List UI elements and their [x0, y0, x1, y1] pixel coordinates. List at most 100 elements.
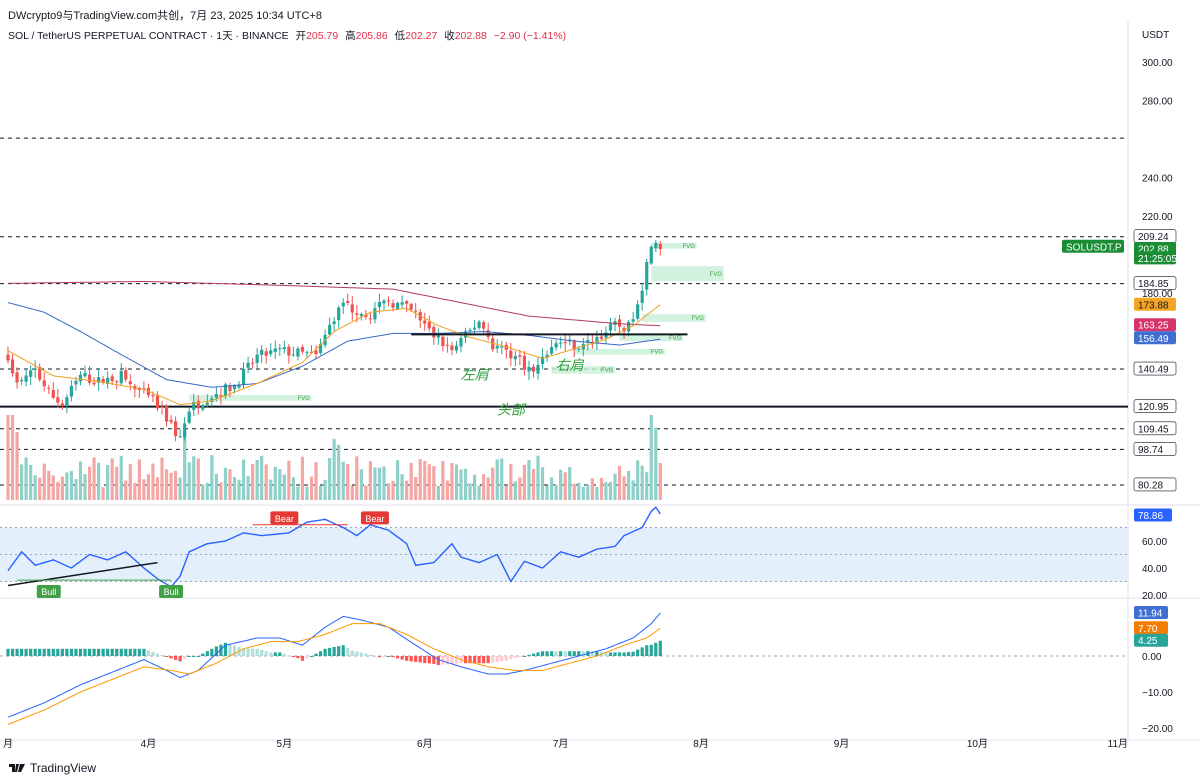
volume-bar — [10, 415, 15, 500]
volume-bar — [536, 455, 540, 500]
candle-body — [382, 300, 386, 304]
macd-histogram-bar — [178, 656, 182, 662]
volume-bar — [328, 458, 332, 500]
macd-histogram-bar — [622, 652, 626, 656]
macd-histogram-bar — [341, 645, 345, 656]
candle-body — [6, 354, 10, 361]
candle-body — [78, 374, 83, 382]
candle-body — [509, 350, 513, 359]
macd-histogram-bar — [595, 651, 599, 656]
candle-body — [228, 385, 232, 392]
macd-histogram-bar — [350, 650, 354, 656]
macd-histogram-bar — [332, 647, 336, 656]
candle-body — [251, 362, 255, 364]
open-value: 205.79 — [306, 30, 339, 42]
candle-body — [69, 386, 74, 397]
volume-bar — [15, 432, 19, 500]
macd-histogram-bar — [531, 653, 536, 656]
candle-body — [223, 384, 228, 397]
bear-label-box — [360, 511, 389, 525]
macd-histogram-bar — [550, 651, 554, 656]
candle-body — [83, 372, 87, 377]
pattern-annotation: 头部 — [497, 401, 527, 417]
candle-body — [472, 327, 477, 330]
macd-histogram-bar — [581, 651, 585, 656]
volume-bar — [414, 476, 418, 500]
candle-body — [654, 242, 658, 249]
bull-label: Bull — [164, 587, 179, 597]
volume-bar — [282, 474, 286, 500]
candle-body — [97, 377, 101, 383]
volume-bar — [368, 461, 372, 500]
macd-histogram-bar — [405, 656, 409, 661]
y-tick-label: 180.00 — [1142, 289, 1173, 300]
macd-histogram-bar — [409, 656, 413, 662]
macd-signal-line — [7, 623, 661, 725]
volume-bar — [341, 461, 345, 500]
volume-bar — [405, 480, 409, 500]
currency-label[interactable]: USDT — [1142, 30, 1170, 41]
fvg-label: FVG — [710, 272, 723, 278]
macd-histogram-bar — [19, 648, 24, 656]
candle-body — [640, 290, 644, 303]
candle-body — [482, 322, 486, 329]
candle-body — [459, 337, 463, 347]
macd-histogram-bar — [500, 656, 504, 662]
candle-body — [92, 382, 96, 385]
macd-histogram-bar — [495, 656, 499, 662]
brand-label: TradingView — [30, 761, 97, 775]
author-line: DWcrypto9与TradingView.com共创，7月 23, 2025 … — [8, 10, 322, 22]
macd-histogram-bar — [400, 656, 404, 660]
macd-histogram-bar — [318, 651, 323, 656]
volume-bar — [658, 463, 662, 500]
volume-bar — [65, 472, 69, 500]
candle-body — [527, 366, 531, 372]
candle-body — [586, 339, 590, 343]
macd-histogram-bar — [151, 651, 155, 656]
macd-tick-label: 0.00 — [1142, 652, 1162, 663]
macd-histogram-bar — [314, 653, 318, 656]
tradingview-brand[interactable]: TradingView — [8, 761, 96, 775]
rsi-trendline — [7, 561, 158, 587]
candle-body — [636, 304, 640, 319]
candle-body — [377, 302, 382, 308]
candle-body — [241, 368, 246, 385]
macd-histogram-bar — [631, 651, 635, 656]
volume-bar — [527, 459, 531, 500]
macd-histogram-bar — [654, 642, 658, 656]
macd-histogram-bar — [101, 648, 105, 656]
x-tick-label: 4月 — [141, 738, 157, 750]
volume-bar — [219, 482, 223, 500]
volume-bar — [545, 485, 549, 500]
volume-bar — [500, 458, 504, 500]
volume-bar — [124, 480, 128, 500]
candle-body — [183, 423, 187, 438]
macd-histogram-bar — [604, 652, 608, 656]
volume-bar — [559, 469, 563, 500]
symbol-line[interactable]: SOL / TetherUS PERPETUAL CONTRACT · 1天 ·… — [8, 30, 289, 42]
candle-body — [33, 368, 37, 371]
candle-body — [550, 347, 554, 354]
rsi-tick-label: 20.00 — [1142, 591, 1167, 602]
volume-bar — [622, 476, 626, 500]
price-label: SOLUSDT.P — [1066, 242, 1122, 253]
volume-bar — [359, 469, 363, 500]
volume-bar — [164, 469, 169, 500]
candle-body — [332, 321, 336, 325]
volume-bar — [56, 481, 60, 500]
volume-bar — [400, 474, 404, 500]
volume-bar — [6, 415, 10, 500]
macd-histogram-bar — [214, 646, 218, 656]
volume-bar — [101, 487, 105, 500]
candle-body — [47, 387, 51, 389]
macd-histogram-bar — [51, 648, 55, 656]
volume-bar — [395, 460, 400, 500]
rsi-tick-label: 60.00 — [1142, 537, 1167, 548]
candle-body — [445, 344, 450, 346]
x-tick-label: 10月 — [967, 738, 988, 750]
volume-bar — [350, 485, 354, 500]
macd-histogram-bar — [251, 648, 255, 656]
macd-histogram-bar — [201, 653, 205, 656]
